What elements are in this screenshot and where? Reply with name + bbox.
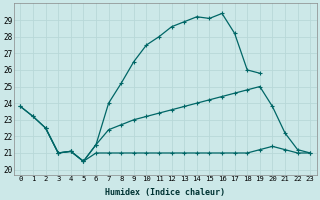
X-axis label: Humidex (Indice chaleur): Humidex (Indice chaleur) bbox=[105, 188, 225, 197]
